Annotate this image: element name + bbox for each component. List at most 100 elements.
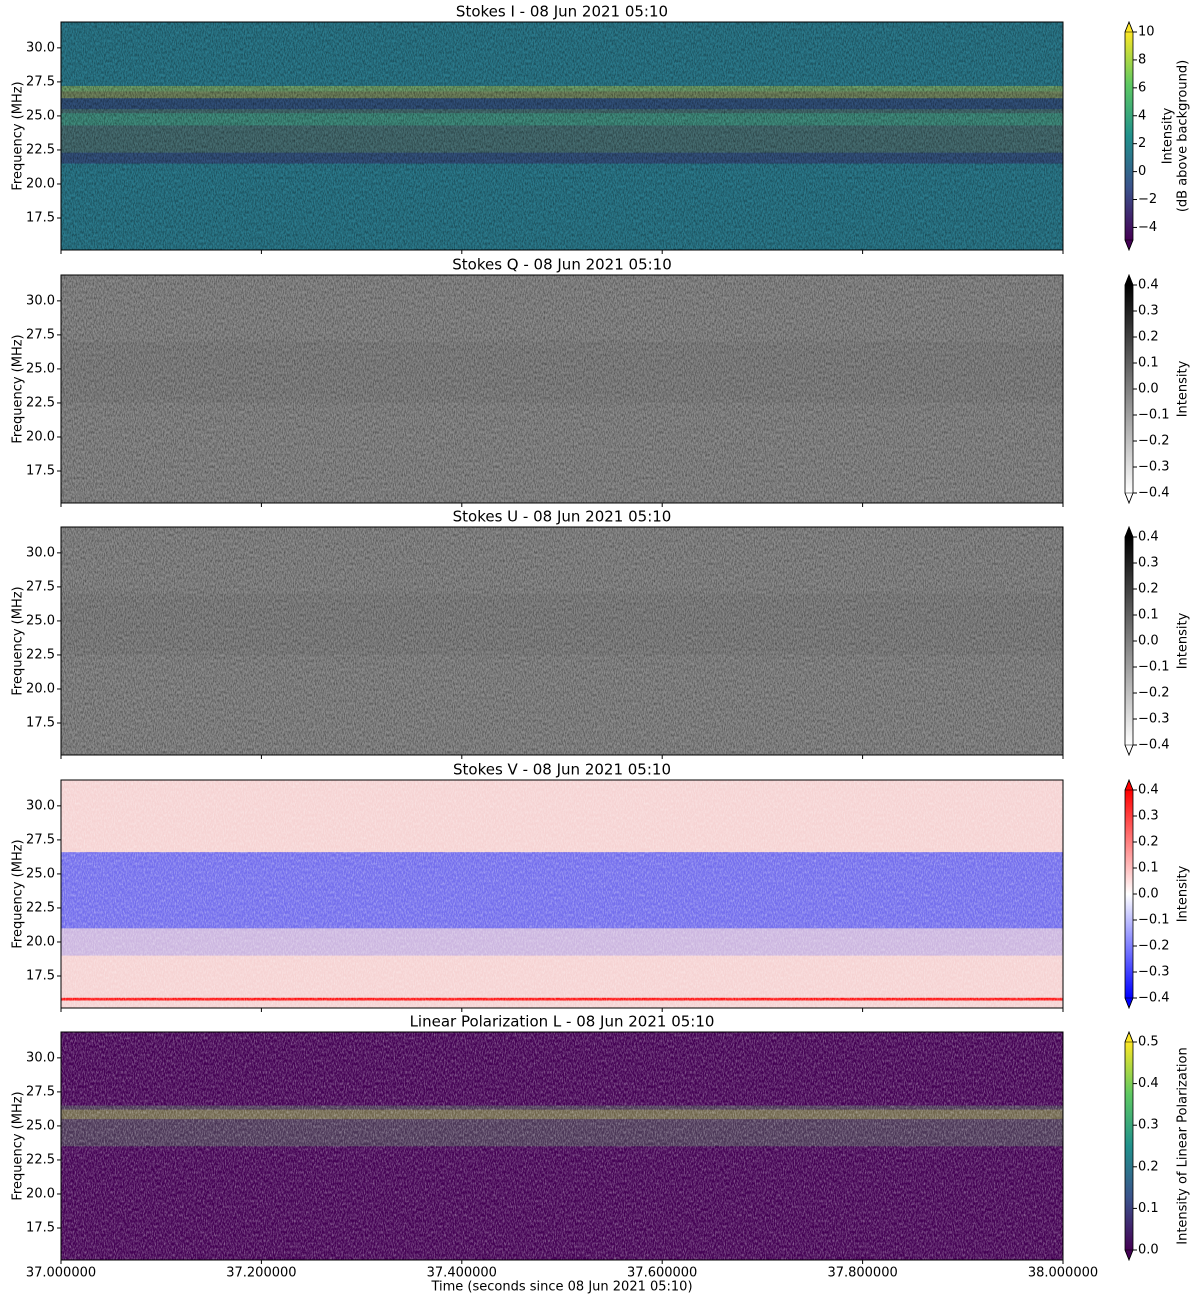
y-tick-label: 27.5 [26,1084,55,1099]
colorbar-label: Intensity [1161,107,1176,164]
colorbar [1125,537,1133,745]
y-tick-label: 20.0 [26,681,55,696]
y-tick-label: 17.5 [26,464,55,479]
plot-frame [60,1031,1064,1261]
colorbar-tick-label: 2 [1138,136,1146,151]
y-tick-label: 27.5 [26,74,55,89]
y-axis-label: Frequency (MHz) [11,81,26,190]
colorbar-tick-label: −0.2 [1138,939,1170,954]
y-tick-label: 30.0 [26,1050,55,1065]
spectrogram-noise [61,780,1063,1008]
colorbar-tick-label: −0.2 [1138,686,1170,701]
plot-frame [60,21,1064,251]
y-tick-label: 20.0 [26,934,55,949]
colorbar-label: Intensity [1176,360,1191,417]
colorbar-tick-label: 0.3 [1138,1118,1159,1133]
colorbar-tick-label: 0.0 [1138,887,1159,902]
colorbar-tick-label: −2 [1138,192,1157,207]
colorbar-tick-label: 0.4 [1138,278,1159,293]
colorbar-extend [1124,1249,1134,1261]
panel-title: Stokes U - 08 Jun 2021 05:10 [453,508,672,526]
y-tick-label: 22.5 [26,395,55,410]
colorbar [1125,790,1133,998]
colorbar-frame [1124,20,1134,252]
x-tick-label: 38.000000 [1028,1266,1098,1281]
colorbar-extend [1124,274,1134,286]
colorbar-tick-label: −0.1 [1138,913,1170,928]
colorbar [1125,1042,1133,1250]
y-tick-label: 30.0 [26,40,55,55]
y-tick-label: 25.0 [26,108,55,123]
colorbar-tick-label: 0.3 [1138,556,1159,571]
y-tick-label: 27.5 [26,579,55,594]
spectrogram-noise [61,275,1063,503]
y-tick-label: 25.0 [26,1118,55,1133]
panel-title: Stokes I - 08 Jun 2021 05:10 [456,3,668,21]
y-axis-label: Frequency (MHz) [11,586,26,695]
colorbar-tick-label: 0.1 [1138,356,1159,371]
colorbar-tick-label: −0.3 [1138,712,1170,727]
spectrogram-noise [61,22,1063,250]
colorbar-extend [1124,526,1134,538]
colorbar-tick-label: 0.1 [1138,861,1159,876]
colorbar-tick-label: 0.4 [1138,783,1159,798]
y-axis-label: Frequency (MHz) [11,839,26,948]
colorbar-tick-label: −0.3 [1138,460,1170,475]
colorbar-tick-label: −0.1 [1138,408,1170,423]
colorbar-tick-label: 0.4 [1138,1076,1159,1091]
spectrogram-noise [61,527,1063,755]
colorbar-tick-label: 6 [1138,80,1146,95]
panel-title: Stokes Q - 08 Jun 2021 05:10 [452,256,672,274]
y-tick-label: 22.5 [26,1152,55,1167]
colorbar-tick-label: −4 [1138,220,1157,235]
y-tick-label: 17.5 [26,1221,55,1236]
y-tick-label: 25.0 [26,361,55,376]
colorbar-tick-label: 10 [1138,25,1155,40]
y-tick-label: 20.0 [26,429,55,444]
colorbar-tick-label: 0.2 [1138,330,1159,345]
y-tick-label: 17.5 [26,716,55,731]
y-tick-label: 25.0 [26,613,55,628]
colorbar-tick-label: −0.4 [1138,738,1170,753]
colorbar-label: Intensity [1176,865,1191,922]
colorbar-tick-label: 0 [1138,164,1146,179]
plot-frame [60,779,1064,1009]
colorbar-extend [1124,1031,1134,1043]
y-tick-label: 22.5 [26,647,55,662]
colorbar-tick-label: 0.4 [1138,530,1159,545]
colorbar [1125,285,1133,493]
colorbar-tick-label: 0.0 [1138,382,1159,397]
x-tick-label: 37.800000 [827,1266,897,1281]
y-tick-label: 22.5 [26,900,55,915]
colorbar-tick-label: 0.3 [1138,809,1159,824]
colorbar-extend [1124,997,1134,1009]
colorbar-tick-label: 0.2 [1138,582,1159,597]
colorbar-label: (dB above background) [1176,60,1191,212]
colorbar-tick-label: −0.1 [1138,660,1170,675]
colorbar-tick-label: −0.2 [1138,434,1170,449]
y-tick-label: 30.0 [26,545,55,560]
colorbar-tick-label: 4 [1138,108,1146,123]
colorbar-tick-label: 0.5 [1138,1035,1159,1050]
colorbar-tick-label: 0.1 [1138,608,1159,623]
y-tick-label: 25.0 [26,866,55,881]
colorbar [1125,32,1133,240]
colorbar-tick-label: 8 [1138,52,1146,67]
colorbar-tick-label: 0.0 [1138,1243,1159,1258]
y-tick-label: 27.5 [26,832,55,847]
x-axis-label: Time (seconds since 08 Jun 2021 05:10) [430,1280,692,1295]
y-tick-label: 30.0 [26,798,55,813]
y-tick-label: 22.5 [26,142,55,157]
colorbar-tick-label: −0.4 [1138,486,1170,501]
y-tick-label: 30.0 [26,293,55,308]
colorbar-tick-label: −0.3 [1138,965,1170,980]
y-tick-label: 17.5 [26,969,55,984]
colorbar-tick-label: 0.0 [1138,634,1159,649]
y-tick-label: 17.5 [26,211,55,226]
panel-title: Stokes V - 08 Jun 2021 05:10 [453,761,671,779]
colorbar-extend [1124,744,1134,756]
y-tick-label: 20.0 [26,1186,55,1201]
x-tick-label: 37.400000 [427,1266,497,1281]
plot-frame [60,274,1064,504]
